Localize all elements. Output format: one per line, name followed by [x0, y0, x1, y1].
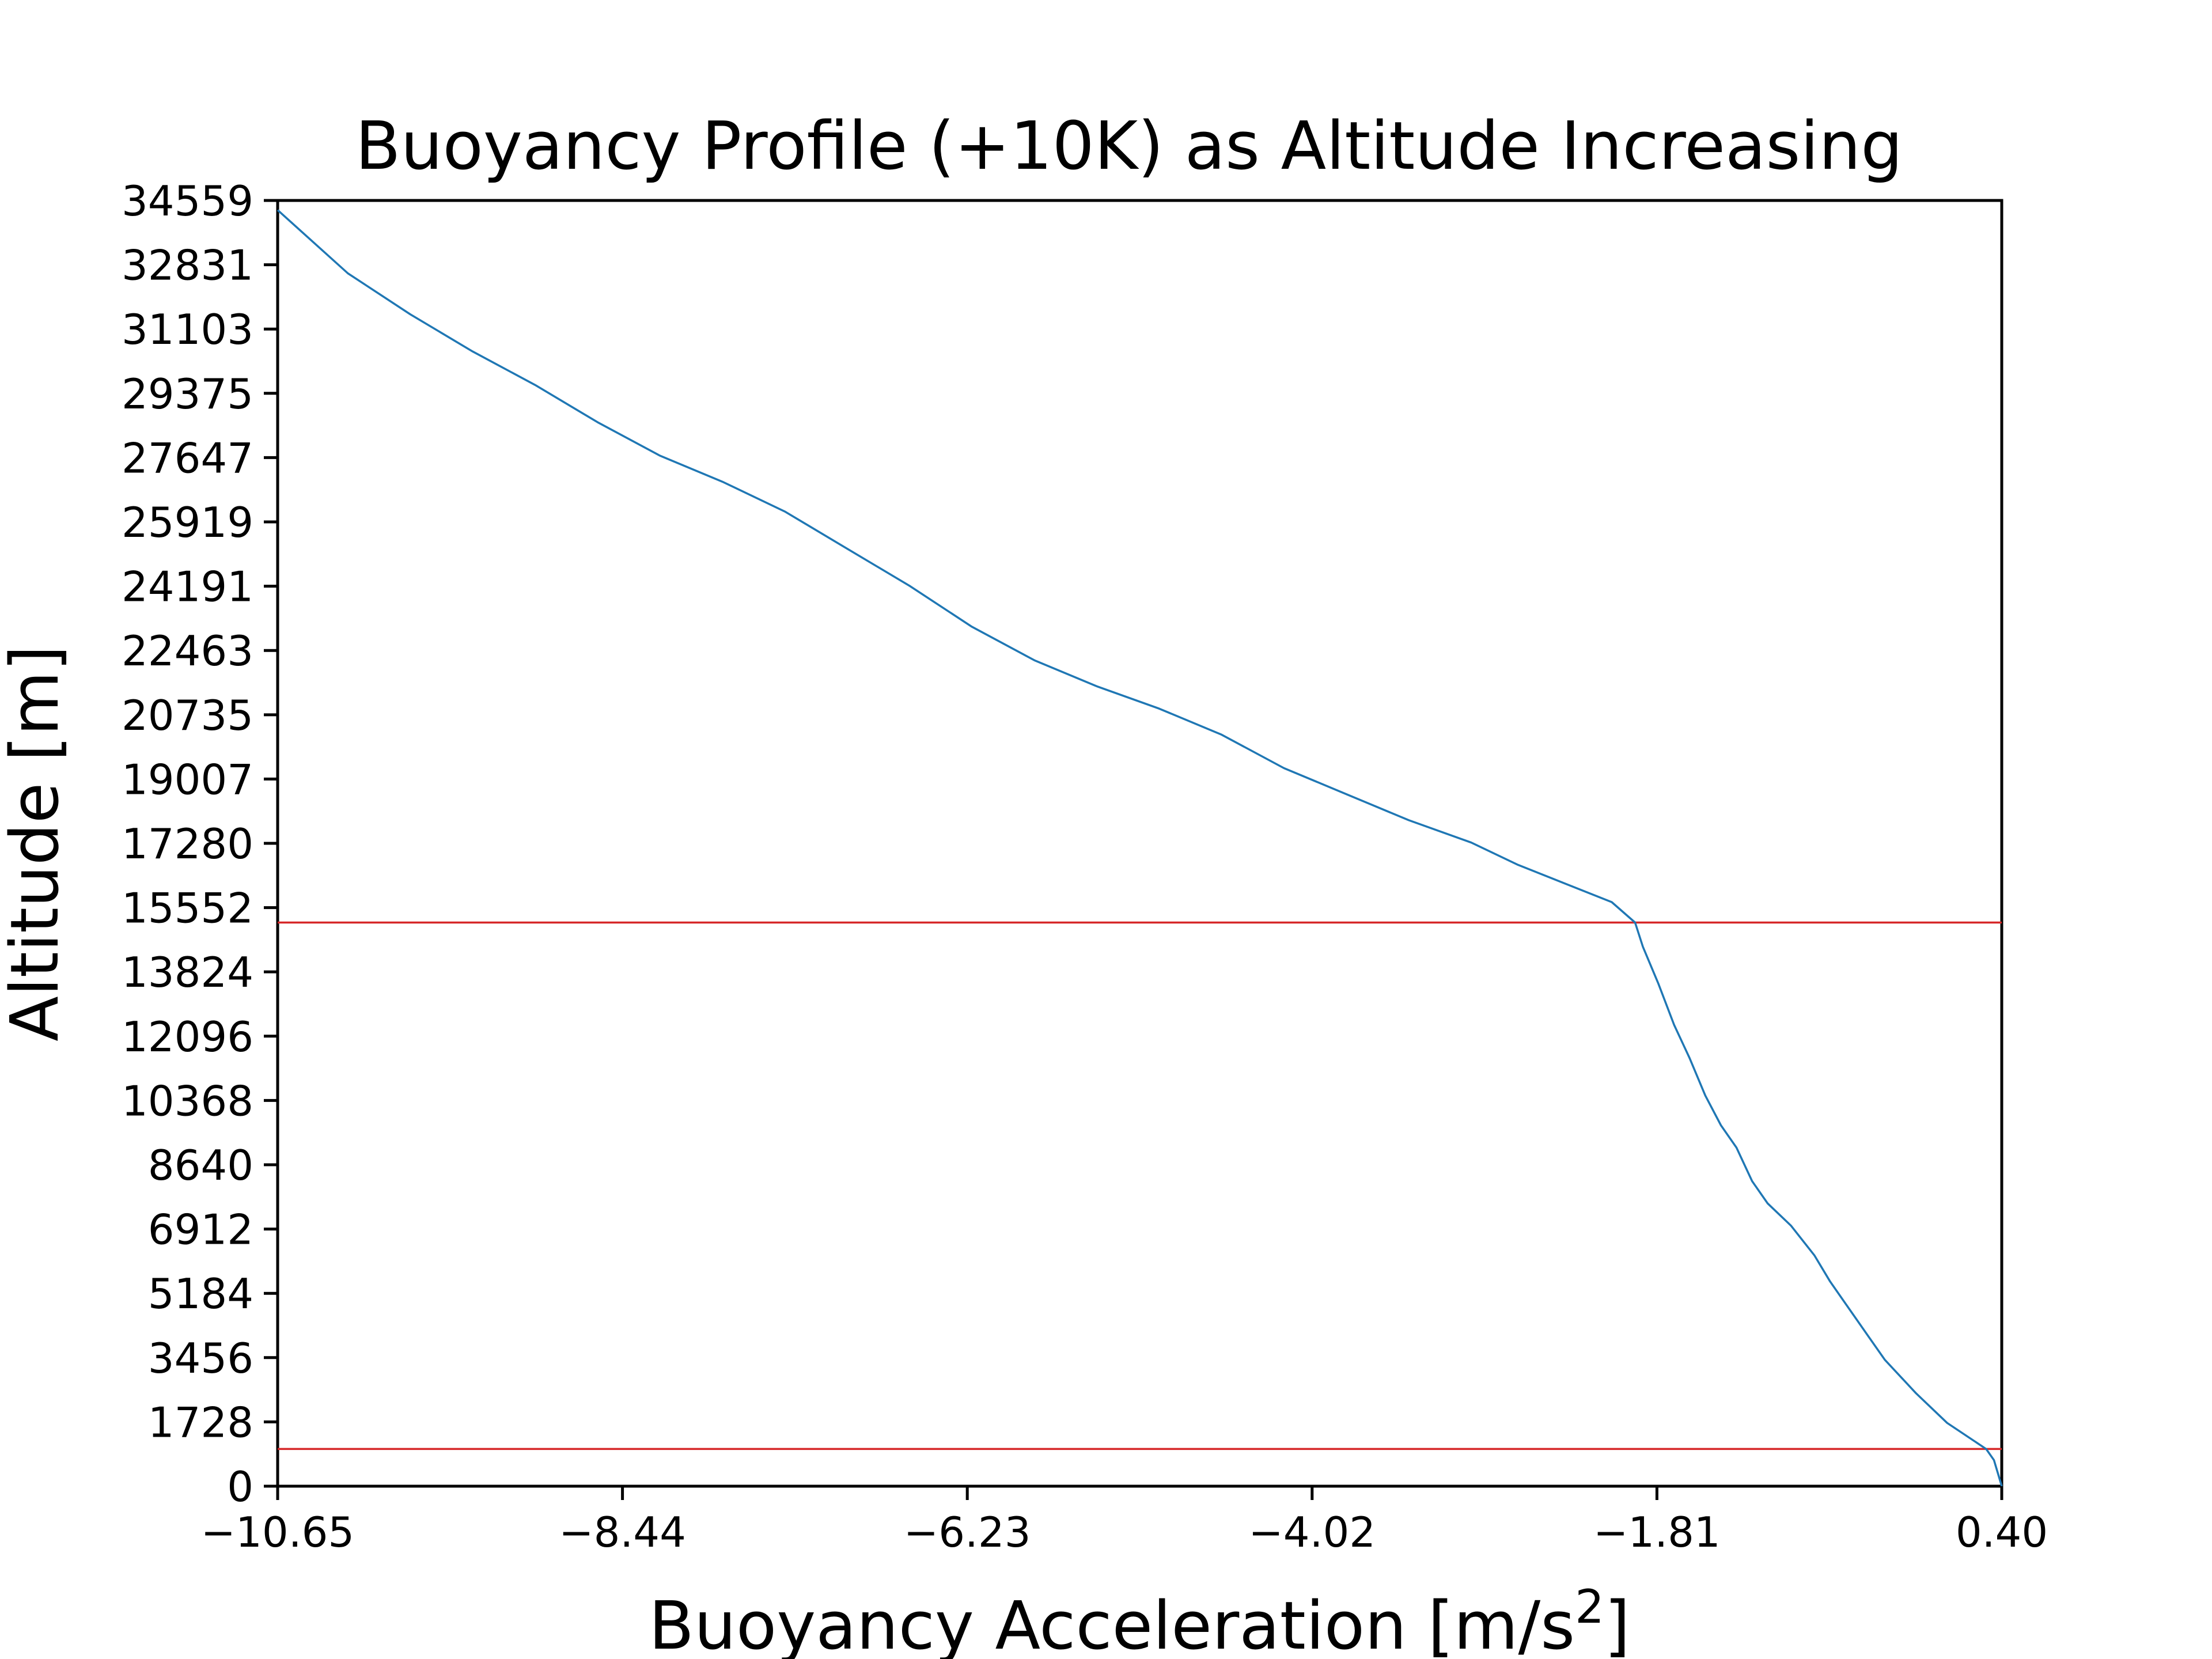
y-tick-label: 13824 — [122, 948, 253, 997]
y-tick-label: 1728 — [148, 1398, 253, 1446]
y-tick-label: 24191 — [122, 563, 253, 611]
y-axis-ticks: 0 1728 3456 5184 6912 8640 10368 12096 13824 1555… — [122, 177, 278, 1511]
y-tick-label: 8640 — [148, 1141, 253, 1190]
y-tick-label: 25919 — [122, 498, 253, 547]
x-axis-label: Buoyancy Acceleration [m/s2] — [649, 1580, 1630, 1659]
x-tick-label: 0.40 — [1956, 1508, 2048, 1556]
y-tick-label: 29375 — [122, 370, 253, 418]
y-tick-label: 22463 — [122, 627, 253, 675]
y-axis-label: Altitude [m] — [0, 645, 74, 1041]
series-line — [276, 209, 2003, 1487]
x-tick-label: −6.23 — [904, 1508, 1031, 1556]
chart-title: Buoyancy Profile (+10K) as Altitude Incr… — [355, 108, 1903, 185]
x-tick-label: −10.65 — [201, 1508, 354, 1556]
plot-area — [276, 199, 2003, 1488]
y-tick-label: 31103 — [122, 305, 253, 354]
y-tick-label: 15552 — [122, 884, 253, 933]
x-tick-label: −8.44 — [559, 1508, 686, 1556]
y-tick-label: 12096 — [122, 1013, 253, 1061]
x-tick-label: −4.02 — [1248, 1508, 1376, 1556]
plot-frame — [276, 199, 2003, 1488]
y-tick-label: 27647 — [122, 434, 253, 482]
y-tick-label: 10368 — [122, 1077, 253, 1125]
y-tick-label: 32831 — [122, 241, 253, 290]
y-tick-label: 6912 — [148, 1206, 253, 1254]
y-tick-label: 3456 — [148, 1334, 253, 1382]
y-tick-label: 20735 — [122, 691, 253, 740]
y-tick-label: 17280 — [122, 820, 253, 868]
y-tick-label: 5184 — [148, 1270, 253, 1318]
x-axis-ticks: −10.65 −8.44 −6.23 −4.02 −1.81 0.40 — [201, 1486, 2048, 1556]
x-tick-label: −1.81 — [1593, 1508, 1721, 1556]
series-layer — [276, 209, 2003, 1487]
y-tick-label: 34559 — [122, 177, 253, 225]
y-tick-label: 19007 — [122, 755, 253, 804]
reference-lines — [278, 921, 2002, 1450]
y-tick-label: 0 — [227, 1463, 253, 1511]
